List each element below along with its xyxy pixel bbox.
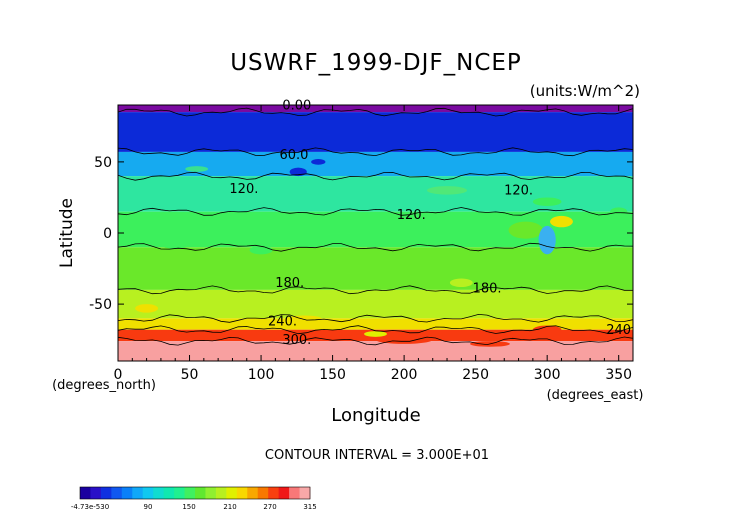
units-label: (units:W/m^2) xyxy=(530,82,640,100)
colorbar-swatch xyxy=(184,487,196,499)
contour-line xyxy=(117,242,634,252)
contour-line xyxy=(117,171,634,181)
field-anomaly xyxy=(135,304,159,313)
zonal-band xyxy=(118,176,633,212)
colorbar-swatch xyxy=(142,487,154,499)
field-anomaly xyxy=(550,215,573,228)
colorbar-swatch xyxy=(215,487,227,499)
colorbar-swatch xyxy=(80,487,91,499)
contour-label: 300. xyxy=(282,333,311,348)
zonal-band xyxy=(118,112,633,152)
contour-label: 120. xyxy=(229,182,258,197)
contour-labels: 0.00 60.0 120. 120. 120. 180. 180. 240. 240 300. xyxy=(229,98,631,348)
colorbar-swatch xyxy=(195,487,206,499)
colorbar-swatch xyxy=(121,487,133,499)
colorbar-label: 210 xyxy=(223,503,236,511)
field-anomaly xyxy=(532,197,562,206)
contour-label: 0.00 xyxy=(282,98,311,113)
field-anomaly xyxy=(185,166,209,172)
zonal-band xyxy=(118,341,633,361)
x-tick-label: 200 xyxy=(391,367,418,383)
contour-label: 240 xyxy=(606,323,631,338)
colorbar-frame xyxy=(79,486,311,500)
field-anomaly xyxy=(160,240,190,249)
colorbar-swatch xyxy=(226,487,238,499)
colorbar-swatch xyxy=(278,487,290,499)
colorbar-swatch xyxy=(153,487,165,499)
x-unit-label: (degrees_east) xyxy=(547,388,644,403)
zonal-bands xyxy=(118,105,633,361)
colorbar-label: -4.73e-530 xyxy=(71,503,109,511)
x-tick-labels: 0 50 100 150 200 250 300 350 xyxy=(114,367,633,383)
contour-label: 60.0 xyxy=(279,148,308,163)
x-tick-label: 250 xyxy=(462,367,489,383)
zonal-band xyxy=(118,247,633,290)
colorbar-label: 150 xyxy=(182,503,195,511)
colorbar-swatch xyxy=(205,487,217,499)
field-anomaly xyxy=(318,258,347,265)
contour-line xyxy=(117,325,634,335)
colorbar-swatch xyxy=(100,487,112,499)
axis-ticks xyxy=(117,105,633,361)
x-tick-label: 100 xyxy=(248,367,275,383)
field-anomalies xyxy=(135,159,628,347)
x-axis-label: Longitude xyxy=(331,405,421,426)
x-tick-label: 0 xyxy=(114,367,123,383)
y-tick-label: 0 xyxy=(103,226,112,242)
colorbar-swatch xyxy=(257,487,269,499)
contour-label: 180. xyxy=(473,282,502,297)
colorbar-swatch xyxy=(247,487,259,499)
contour-line xyxy=(117,147,634,157)
x-tick-label: 300 xyxy=(534,367,561,383)
colorbar-swatch xyxy=(289,487,301,499)
colorbar-swatch xyxy=(90,487,102,499)
field-anomaly xyxy=(610,207,628,216)
contour-label: 180. xyxy=(275,276,304,291)
colorbar-swatch xyxy=(132,487,144,499)
colorbar-label: 90 xyxy=(144,503,153,511)
contour-line xyxy=(117,285,633,295)
colorbar-label: 315 xyxy=(303,503,316,511)
field-anomaly xyxy=(249,245,273,255)
y-unit-label: (degrees_north) xyxy=(52,378,156,393)
contour-interval-text: CONTOUR INTERVAL = 3.000E+01 xyxy=(265,448,489,463)
field-anomaly xyxy=(311,159,326,165)
colorbar xyxy=(79,486,311,500)
y-tick-label: 50 xyxy=(94,155,112,171)
field-anomaly xyxy=(369,299,410,309)
x-tick-label: 150 xyxy=(319,367,346,383)
x-tick-label: 350 xyxy=(605,367,632,383)
contour-label: 240. xyxy=(268,314,297,329)
field-anomaly xyxy=(538,225,556,255)
field-anomaly xyxy=(364,331,387,337)
colorbar-label: 270 xyxy=(263,503,276,511)
field-anomaly xyxy=(427,186,468,195)
colorbar-swatch xyxy=(111,487,123,499)
y-tick-label: -50 xyxy=(89,297,112,313)
colorbar-swatch xyxy=(236,487,248,499)
contour-line xyxy=(117,207,634,216)
colorbar-swatch xyxy=(174,487,186,499)
zonal-band xyxy=(118,105,633,113)
colorbar-labels: -4.73e-530 90 150 210 270 315 xyxy=(71,503,317,511)
colorbar-swatch xyxy=(299,487,311,499)
colorbar-swatch xyxy=(163,487,175,499)
y-axis-label: Latitude xyxy=(57,198,77,268)
zonal-band xyxy=(118,318,633,330)
field-anomaly xyxy=(508,221,543,239)
y-tick-labels: 50 0 -50 xyxy=(89,155,112,313)
field-anomaly xyxy=(578,324,602,330)
x-tick-label: 50 xyxy=(181,367,199,383)
contour-label: 120. xyxy=(504,184,533,199)
contour-line xyxy=(117,313,634,323)
contour-label: 120. xyxy=(397,208,426,223)
field-anomaly xyxy=(449,278,473,288)
field-anomaly xyxy=(532,325,562,334)
plot-area: 0.00 60.0 120. 120. 120. 180. 180. 240. 240 300. xyxy=(117,98,634,362)
chart-title: USWRF_1999-DJF_NCEP xyxy=(230,50,522,76)
colorbar-swatch xyxy=(268,487,280,499)
contour-line xyxy=(117,336,634,346)
